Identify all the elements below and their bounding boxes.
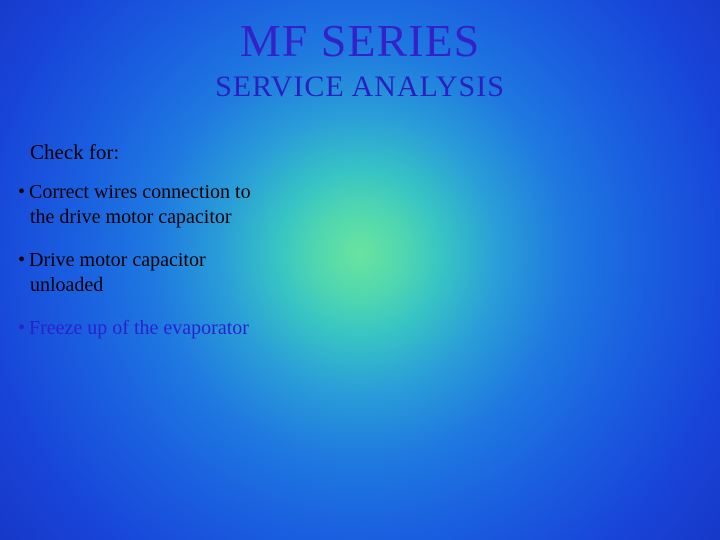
bullet-item: •Correct wires connection to the drive m… [18,180,268,230]
check-for-heading: Check for: [30,140,119,165]
bullet-list: •Correct wires connection to the drive m… [18,180,268,359]
bullet-text: Freeze up of the evaporator [29,317,249,339]
bullet-item: •Freeze up of the evaporator [18,316,268,341]
bullet-text: Correct wires connection to the drive mo… [29,181,251,228]
bullet-dot-icon: • [18,249,29,271]
slide-subtitle: SERVICE ANALYSIS [0,70,720,104]
bullet-item: •Drive motor capacitor unloaded [18,248,268,298]
bullet-text: Drive motor capacitor unloaded [29,249,206,296]
slide-title: MF SERIES [0,14,720,67]
bullet-dot-icon: • [18,317,29,339]
bullet-dot-icon: • [18,181,29,203]
